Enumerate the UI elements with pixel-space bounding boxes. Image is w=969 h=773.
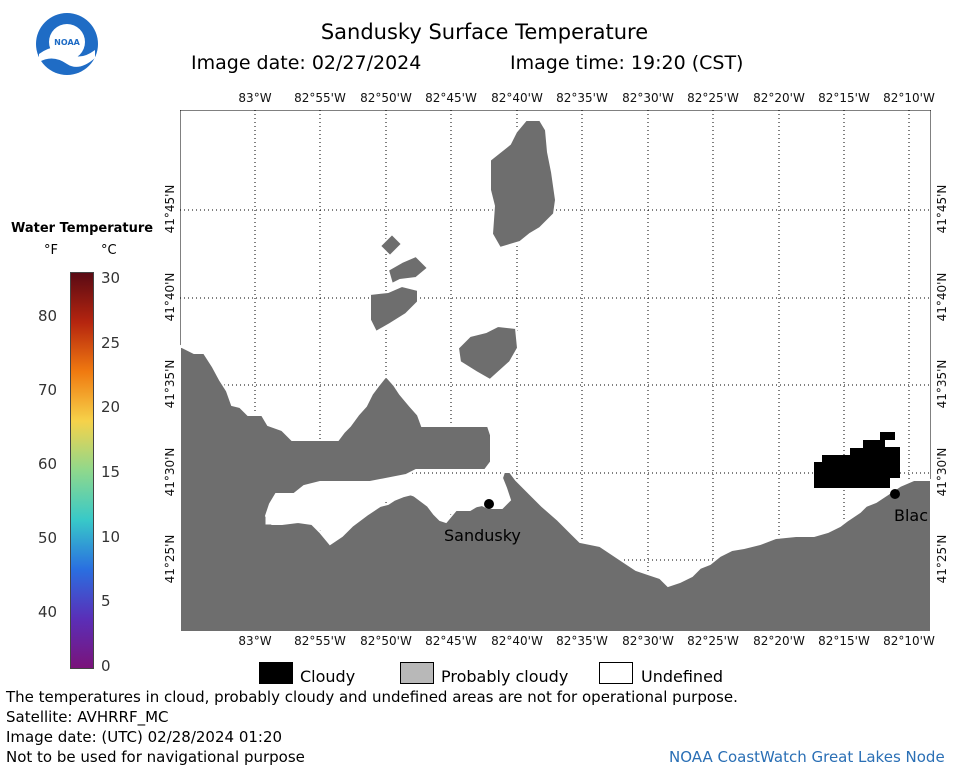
page-title: Sandusky Surface Temperature [320, 20, 649, 44]
undefined-label: Undefined [641, 667, 724, 686]
probably-cloudy-label: Probably cloudy [441, 667, 569, 686]
small-island-3 [369, 284, 419, 334]
celsius-tick: 5 [101, 592, 111, 611]
cloudy-swatch [259, 662, 293, 684]
black-river-marker [890, 489, 900, 499]
top-longitude-label: 82°25'W [687, 91, 739, 105]
small-island-4 [456, 324, 520, 382]
disclaimer-text: The temperatures in cloud, probably clou… [6, 688, 738, 706]
celsius-tick: 15 [101, 463, 121, 481]
fahrenheit-tick: 40 [38, 603, 58, 621]
top-longitude-label: 82°55'W [294, 91, 346, 105]
map-panel: Sandusky Blac [180, 110, 931, 632]
top-longitude-label: 82°40'W [491, 91, 543, 105]
cloudy-area [814, 432, 900, 488]
bottom-longitude-label: 82°45'W [425, 634, 477, 648]
top-longitude-label: 82°35'W [556, 91, 608, 105]
kelleys-island [489, 119, 558, 250]
left-latitude-label: 41°35'N [163, 359, 177, 409]
image-date-label: Image date: 02/27/2024 [191, 52, 422, 74]
bottom-longitude-label: 82°25'W [687, 634, 739, 648]
sandusky-bay-water [265, 473, 503, 535]
bottom-longitude-label: 82°40'W [491, 634, 543, 648]
left-latitude-label: 41°25'N [163, 534, 177, 584]
bottom-longitude-label: 82°35'W [556, 634, 608, 648]
probably-cloudy-swatch [400, 662, 434, 684]
fahrenheit-tick: 70 [38, 381, 58, 399]
left-latitude-label: 41°40'N [163, 272, 177, 322]
undefined-swatch [599, 662, 633, 684]
fahrenheit-tick: 50 [38, 529, 58, 547]
celsius-tick: 25 [101, 333, 121, 352]
satellite-text: Satellite: AVHRRF_MC [6, 708, 169, 726]
noaa-logo-text: NOAA [54, 38, 80, 47]
right-latitude-label: 41°30'N [935, 447, 949, 497]
bottom-longitude-label: 83°W [238, 634, 272, 648]
coastwatch-node: NOAA CoastWatch Great Lakes Node [669, 748, 945, 766]
top-longitude-label: 82°50'W [360, 91, 412, 105]
left-latitude-label: 41°30'N [163, 447, 177, 497]
small-island-2 [386, 254, 430, 286]
small-island-1 [378, 232, 404, 258]
fahrenheit-tick: 60 [38, 455, 58, 473]
bottom-longitude-label: 82°20'W [753, 634, 805, 648]
bottom-longitude-label: 82°15'W [818, 634, 870, 648]
colorbar-title: Water Temperature [11, 221, 154, 236]
graticule [180, 110, 931, 632]
sandusky-label: Sandusky [444, 526, 521, 545]
sandusky-marker [484, 499, 494, 509]
top-longitude-label: 82°20'W [753, 91, 805, 105]
utc-date-text: Image date: (UTC) 02/28/2024 01:20 [6, 728, 283, 746]
navigation-warning: Not to be used for navigational purpose [6, 748, 305, 766]
noaa-logo: NOAA [36, 13, 98, 75]
cloudy-label: Cloudy [300, 667, 356, 686]
bottom-longitude-label: 82°10'W [883, 634, 935, 648]
bottom-longitude-label: 82°50'W [360, 634, 412, 648]
celsius-tick: 30 [101, 269, 121, 287]
unit-fahrenheit: °F [44, 243, 58, 258]
top-longitude-label: 83°W [238, 91, 272, 105]
top-longitude-label: 82°45'W [425, 91, 477, 105]
mainland-land [180, 344, 931, 632]
right-latitude-label: 41°35'N [935, 359, 949, 409]
right-latitude-label: 41°40'N [935, 272, 949, 322]
temperature-colorbar [70, 272, 94, 669]
top-longitude-label: 82°10'W [883, 91, 935, 105]
left-latitude-label: 41°45'N [163, 184, 177, 234]
fahrenheit-tick: 80 [38, 307, 58, 325]
top-longitude-label: 82°30'W [622, 91, 674, 105]
bottom-longitude-label: 82°30'W [622, 634, 674, 648]
celsius-tick: 20 [101, 398, 121, 417]
celsius-tick: 0 [101, 657, 111, 675]
top-longitude-label: 82°15'W [818, 91, 870, 105]
right-latitude-label: 41°45'N [935, 184, 949, 234]
image-time-label: Image time: 19:20 (CST) [510, 52, 744, 74]
celsius-tick: 10 [101, 527, 121, 546]
right-latitude-label: 41°25'N [935, 534, 949, 584]
unit-celsius: °C [101, 243, 117, 258]
black-river-label: Blac [894, 506, 928, 525]
bottom-longitude-label: 82°55'W [294, 634, 346, 648]
